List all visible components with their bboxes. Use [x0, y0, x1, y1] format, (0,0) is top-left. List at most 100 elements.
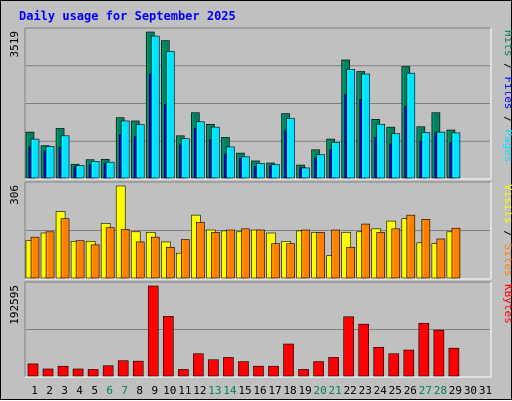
kbytes-bar-highlight [404, 351, 406, 375]
legend-visits: Visits [502, 184, 512, 224]
sites-bar-highlight [122, 230, 124, 277]
kbytes-bar [418, 322, 430, 377]
sites-bar [135, 241, 145, 279]
x-tick-label: 25 [389, 384, 402, 397]
pages-bar-highlight [362, 74, 364, 177]
pages-bar [286, 118, 295, 179]
pages-bar-highlight [122, 121, 124, 177]
files-bar-highlight [420, 142, 422, 177]
kbytes-bar-highlight [209, 360, 211, 375]
legend-visits-sites: Visits / Sites [502, 184, 512, 277]
chart-title: Daily usage for September 2025 [19, 9, 236, 23]
visits-bar-highlight [192, 216, 194, 277]
pages-bar [211, 126, 220, 179]
kbytes-bar [433, 329, 445, 377]
hits-bar-highlight [417, 127, 419, 177]
legend-hits: Hits [502, 30, 512, 57]
sites-bar [75, 240, 85, 279]
sites-bar-highlight [452, 229, 454, 277]
pages-bar-highlight [242, 157, 244, 177]
x-tick-label: 23 [359, 384, 372, 397]
hits-bar-highlight [372, 120, 374, 177]
pages-bar [421, 132, 431, 179]
hits-bar-highlight [267, 163, 269, 177]
files-bar-highlight [270, 166, 272, 177]
visits-bar-highlight [297, 231, 299, 277]
pages-bar [391, 133, 401, 179]
x-tick-label: 14 [223, 384, 237, 397]
x-tick-label: 13 [208, 384, 221, 397]
files-bar-highlight [345, 95, 347, 177]
kbytes-bar [223, 357, 234, 377]
pages-bar-highlight [302, 168, 304, 177]
pages-bar-highlight [62, 136, 64, 177]
legend-sites: Sites [502, 244, 512, 277]
legend-sep: / [502, 57, 512, 77]
kbytes-bar-highlight [344, 317, 346, 375]
pages-bar [271, 164, 280, 179]
sites-bar [211, 232, 220, 279]
x-tick-label: 26 [404, 384, 417, 397]
files-bar-highlight [120, 135, 122, 177]
kbytes-bar-highlight [239, 362, 241, 375]
x-tick-label: 12 [193, 384, 206, 397]
files-bar-highlight [165, 105, 167, 177]
pages-bar [316, 154, 325, 179]
sites-bar [406, 214, 416, 279]
visits-bar-highlight [357, 232, 359, 277]
kbytes-bar [117, 360, 129, 377]
kbytes-bar-highlight [374, 348, 376, 375]
sites-bar-highlight [152, 238, 154, 277]
visits-bar-highlight [267, 233, 269, 277]
pages-bar-highlight [452, 133, 454, 177]
hits-bar-highlight [312, 150, 314, 177]
pages-bar-highlight [437, 133, 439, 177]
legend-pages: Pages [502, 129, 512, 162]
kbytes-bar-highlight [134, 362, 136, 375]
pages-bar-highlight [152, 37, 154, 177]
sites-bar-highlight [212, 233, 214, 277]
kbytes-bar-highlight [434, 331, 436, 375]
pages-bar [361, 73, 371, 179]
x-tick-label: 30 [464, 384, 477, 397]
kbytes-bar-highlight [389, 354, 391, 375]
pages-bar-highlight [32, 140, 33, 177]
pages-bar [226, 146, 235, 179]
pages-bar-highlight [47, 147, 49, 177]
x-tick-label: 29 [449, 384, 462, 397]
pages-bar-highlight [407, 74, 409, 177]
pages-bar-highlight [212, 128, 214, 177]
hits-bar-highlight [87, 160, 89, 177]
files-bar-highlight [450, 143, 452, 177]
kbytes-bar [388, 353, 400, 377]
files-bar-highlight [390, 145, 392, 177]
visits-bar-highlight [327, 256, 329, 277]
kbytes-bar [313, 361, 324, 377]
pages-bar-highlight [197, 122, 199, 177]
sites-bar [165, 246, 175, 279]
files-bar-highlight [285, 131, 287, 177]
kbytes-bar [178, 369, 189, 377]
sites-bar-highlight [332, 231, 334, 277]
pages-bar [181, 138, 190, 179]
visits-bar-highlight [72, 242, 74, 277]
x-tick-label: 16 [253, 384, 266, 397]
kbytes-bar [238, 361, 249, 377]
visits-bar-highlight [132, 232, 134, 277]
sites-bar-highlight [437, 239, 439, 277]
kbytes-bar [132, 360, 144, 377]
x-tick-label: 2 [46, 384, 53, 397]
kbytes-bar-highlight [314, 362, 316, 375]
pages-bar [150, 35, 160, 179]
sites-bar [196, 221, 205, 279]
pages-bar-highlight [167, 52, 169, 178]
x-tick-label: 24 [374, 384, 388, 397]
sites-bar-highlight [197, 223, 199, 277]
x-tick-label: 5 [91, 384, 98, 397]
x-tick-label: 15 [238, 384, 251, 397]
kbytes-bar-highlight [449, 349, 451, 375]
x-tick-label: 7 [121, 384, 128, 397]
pages-bar [105, 161, 115, 179]
